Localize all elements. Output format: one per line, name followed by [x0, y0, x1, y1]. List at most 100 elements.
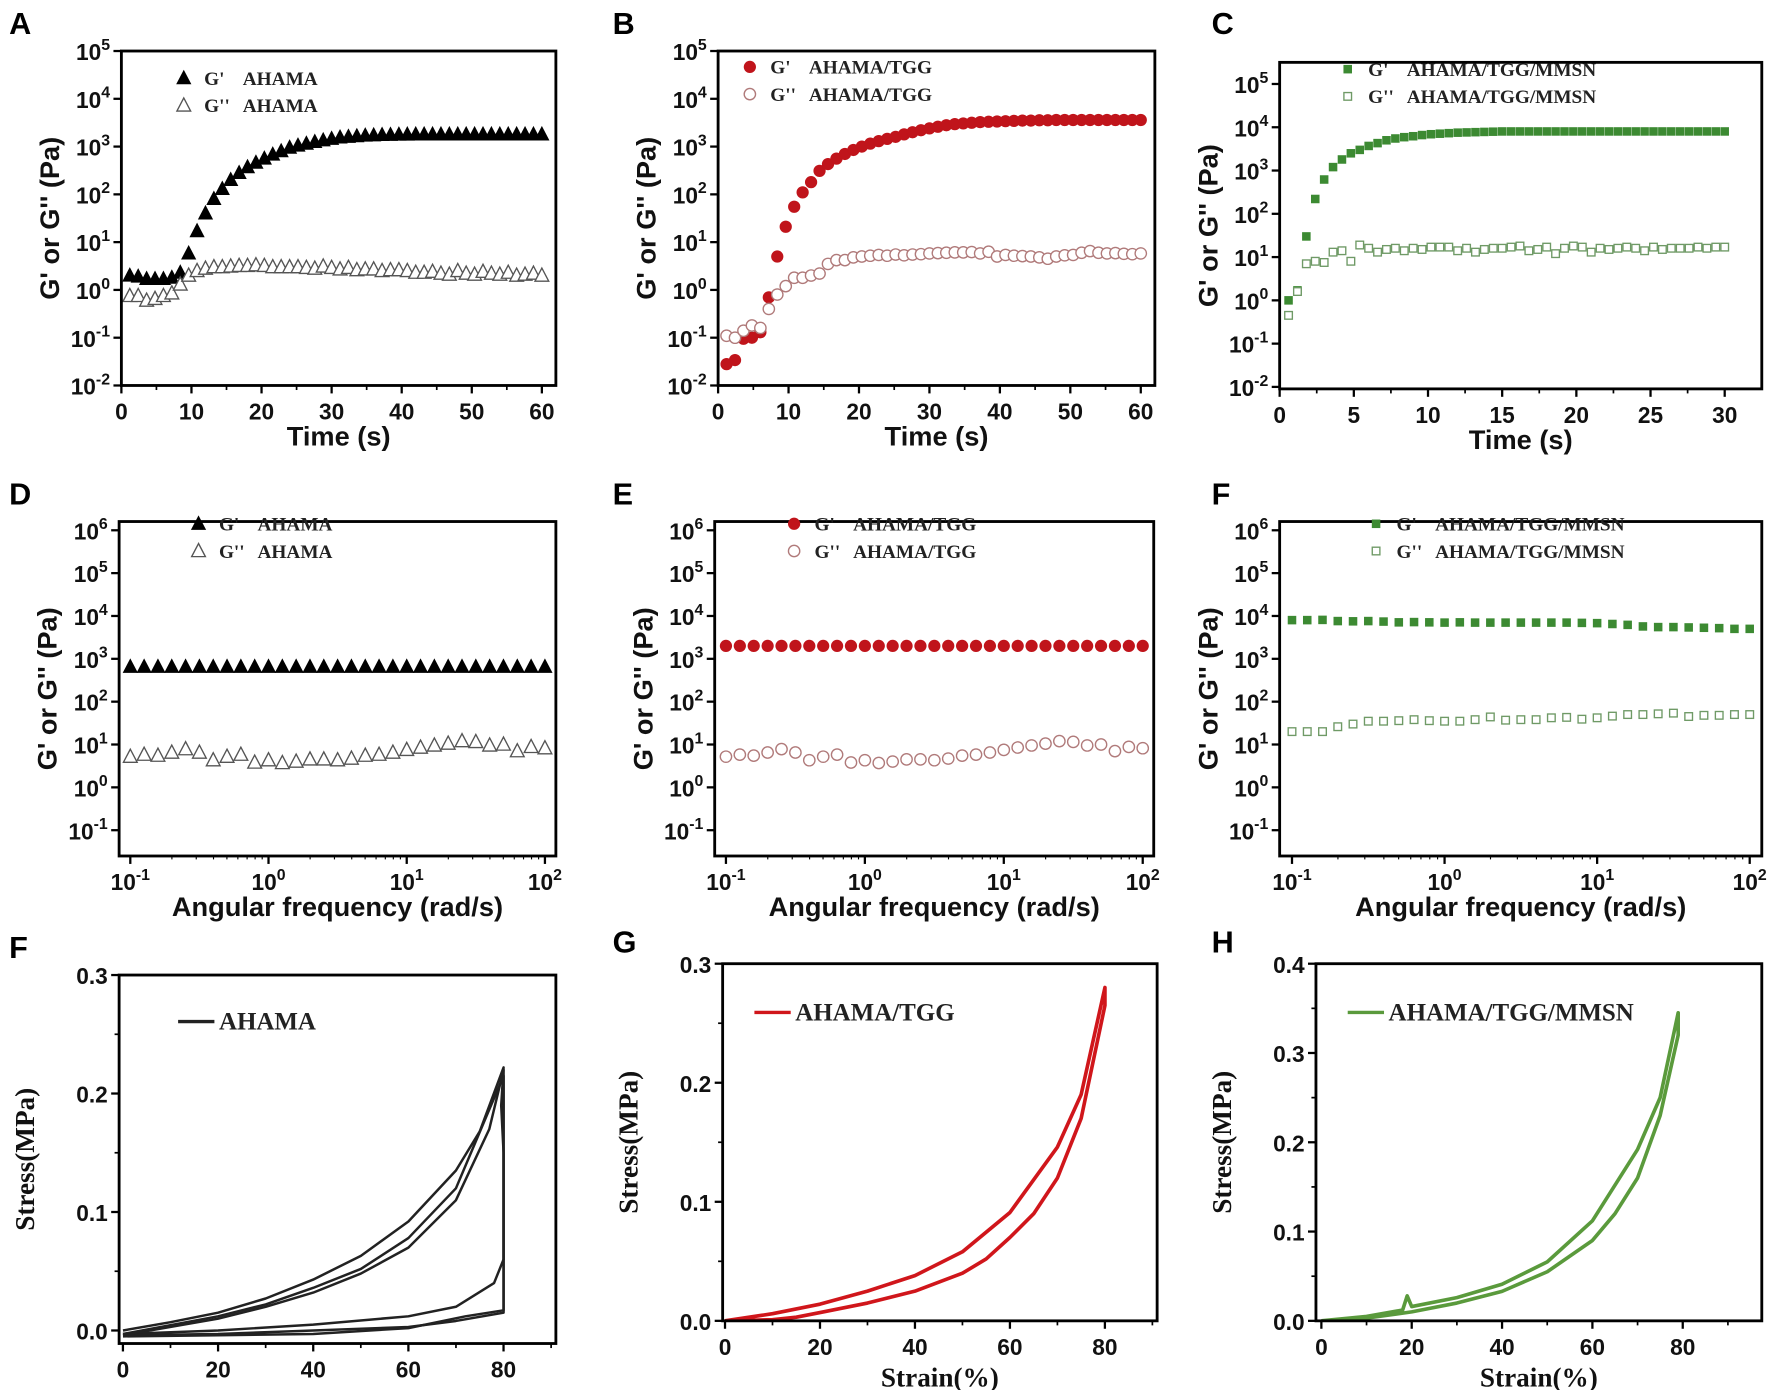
data-point — [1440, 618, 1449, 627]
x-tick-label: 40 — [389, 399, 414, 425]
data-point — [1720, 127, 1729, 136]
panel-a-0: A 10-2 10-1 100 101 102 103 104 105 0 10 20 30 40 50 60… — [9, 7, 558, 452]
data-point — [1524, 246, 1534, 256]
y-tick-label: 105 — [673, 37, 707, 65]
data-point — [1364, 616, 1373, 626]
data-point — [813, 267, 826, 280]
data-point — [1440, 716, 1450, 726]
data-point — [1516, 618, 1526, 627]
data-point — [181, 244, 197, 260]
series-1 — [122, 732, 553, 770]
data-point — [1328, 162, 1338, 172]
y-tick-label: 102 — [76, 180, 110, 208]
data-point — [219, 747, 236, 763]
x-axis-title: Time (s) — [1469, 424, 1573, 455]
data-point — [1578, 127, 1587, 136]
x-tick-label: 20 — [1564, 402, 1589, 428]
data-point — [1471, 127, 1480, 137]
data-point — [371, 658, 387, 673]
plot-area — [1284, 127, 1730, 320]
x-tick-label: 10-1 — [1272, 867, 1312, 895]
data-point — [983, 746, 997, 759]
y-tick-label: 0.3 — [1273, 1041, 1305, 1067]
data-point — [1613, 243, 1623, 253]
legend: G' AHAMA G'' AHAMA — [190, 515, 333, 563]
data-point — [399, 658, 415, 673]
data-point — [1319, 257, 1329, 267]
data-point — [1424, 716, 1434, 726]
y-tick-label: 105 — [74, 559, 108, 587]
data-point — [804, 176, 818, 189]
data-point — [1516, 715, 1526, 725]
data-point — [177, 658, 194, 673]
legend-label: AHAMA/TGG/MMSN — [1435, 515, 1625, 536]
y-tick-label: 0.0 — [76, 1319, 108, 1345]
y-tick-label: 105 — [1234, 559, 1268, 587]
data-point — [1577, 618, 1587, 628]
data-point — [1462, 243, 1472, 253]
data-point — [191, 658, 208, 673]
data-point — [1310, 256, 1320, 266]
data-point — [900, 753, 913, 766]
data-point — [1745, 710, 1755, 720]
legend-prefix: G' — [1368, 60, 1388, 81]
data-point — [1684, 127, 1694, 136]
data-point — [955, 639, 969, 653]
x-tick-label: 0 — [719, 1334, 732, 1360]
data-point — [495, 735, 512, 751]
panel-d-3: D 10-1 100 101 102 103 104 105 106 10-1 100 101 102 A… — [9, 478, 562, 923]
data-point — [426, 736, 443, 752]
y-tick-label: 100 — [74, 773, 108, 801]
x-tick-label: 20 — [249, 399, 274, 425]
series-0 — [122, 125, 550, 285]
data-point — [1559, 243, 1569, 253]
data-point — [1506, 242, 1516, 252]
data-point — [481, 736, 498, 752]
data-point — [1501, 618, 1510, 627]
y-tick-label: 103 — [673, 132, 707, 160]
legend: G' AHAMA/TGG G'' AHAMA/TGG — [787, 515, 976, 563]
data-point — [775, 742, 788, 756]
data-point — [1714, 623, 1724, 633]
x-tick-label: 60 — [529, 399, 554, 425]
data-point — [1657, 244, 1667, 254]
y-tick-label: 102 — [1234, 200, 1268, 228]
data-point — [1631, 127, 1640, 136]
data-point — [1302, 232, 1311, 241]
x-tick-label: 60 — [997, 1334, 1022, 1360]
axes-frame — [117, 520, 558, 858]
data-point — [189, 222, 205, 238]
data-point — [733, 639, 746, 653]
panel-h-8: H 0.0 0.1 0.2 0.3 0.4 0 20 40 60 80 Strain(%) Stress… — [1207, 925, 1764, 1390]
data-point — [1348, 719, 1358, 729]
axes-frame — [117, 973, 558, 1345]
data-point — [1551, 249, 1561, 259]
data-point — [191, 743, 208, 759]
axes-frame — [119, 49, 558, 387]
y-tick-label: 106 — [669, 516, 703, 544]
data-point — [206, 190, 222, 206]
data-point — [1546, 713, 1556, 723]
y-tick-label: 101 — [673, 228, 707, 256]
x-axis-title: Angular frequency (rad/s) — [172, 891, 503, 922]
data-point — [1675, 243, 1685, 253]
data-point — [260, 751, 277, 767]
data-point — [1363, 716, 1373, 726]
y-tick-label: 102 — [1234, 688, 1268, 716]
y-tick-label: 106 — [1234, 516, 1268, 544]
data-point — [1391, 134, 1400, 143]
data-point — [1417, 244, 1427, 254]
data-point — [733, 748, 747, 761]
axes-frame — [716, 49, 1157, 387]
data-point — [1604, 127, 1614, 136]
data-point — [1622, 127, 1632, 136]
x-tick-label: 10 — [1415, 402, 1440, 428]
data-point — [122, 658, 138, 673]
data-point — [955, 749, 969, 762]
data-point — [232, 745, 249, 761]
y-tick-label: 100 — [673, 276, 707, 304]
data-point — [1409, 617, 1419, 627]
stress-strain-curve — [122, 1068, 505, 1338]
data-point — [1533, 244, 1543, 254]
x-tick-label: 0 — [712, 399, 725, 425]
